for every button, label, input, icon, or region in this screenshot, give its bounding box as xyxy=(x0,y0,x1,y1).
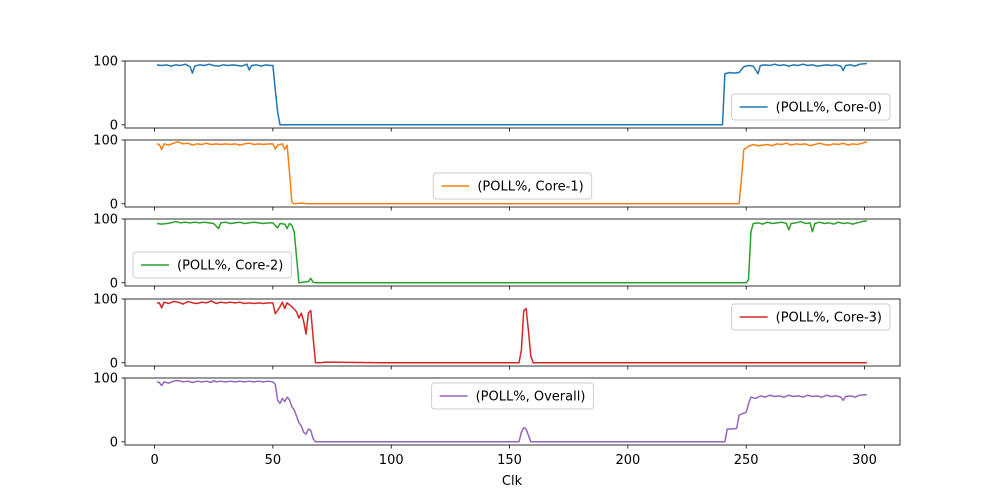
y-tick-label: 0 xyxy=(110,356,118,371)
legend-label: (POLL%, Core-3) xyxy=(776,311,882,326)
subplot-2: 0 100 (POLL%, Core-2) xyxy=(93,213,901,291)
legend-1: (POLL%, Core-1) xyxy=(432,172,593,200)
legend-label: (POLL%, Core-0) xyxy=(776,101,882,116)
x-tick-label: 50 xyxy=(265,453,282,468)
x-tick-label: 200 xyxy=(615,453,640,468)
axes-frame xyxy=(124,377,901,446)
y-tick-label: 0 xyxy=(110,435,118,450)
legend-label: (POLL%, Core-1) xyxy=(477,180,583,195)
subplot-3: 0 100 (POLL%, Core-3) xyxy=(93,293,901,371)
y-tick-label: 100 xyxy=(93,293,118,308)
legend-2: (POLL%, Core-2) xyxy=(132,251,292,279)
x-tick-label: 300 xyxy=(852,453,877,468)
legend-4: (POLL%, Overall) xyxy=(431,382,594,410)
legend-0: (POLL%, Core-0) xyxy=(731,93,891,121)
legend-box xyxy=(432,172,593,200)
axes-frame xyxy=(124,218,901,287)
legend-3: (POLL%, Core-3) xyxy=(731,303,891,331)
legend-box xyxy=(431,382,594,410)
legend-box xyxy=(731,303,891,331)
series-line-4 xyxy=(156,379,867,443)
y-tick-label: 0 xyxy=(110,276,118,291)
y-tick-label: 100 xyxy=(93,213,118,228)
subplot-0: 0 100 (POLL%, Core-0) xyxy=(93,55,901,133)
series-line-0 xyxy=(156,62,867,126)
subplot-4: 0 100 (POLL%, Overall) xyxy=(93,372,901,450)
axes-frame xyxy=(124,139,901,208)
legend-box xyxy=(731,93,891,121)
x-axis-ticks: 0 50 100 150 200 250 300 xyxy=(150,453,876,468)
subplot-1: 0 100 (POLL%, Core-1) xyxy=(93,134,901,212)
x-tick-label: 150 xyxy=(497,453,522,468)
x-tick-label: 100 xyxy=(379,453,404,468)
legend-label: (POLL%, Core-2) xyxy=(177,259,283,274)
y-tick-label: 0 xyxy=(110,197,118,212)
axes-frame xyxy=(124,60,901,129)
y-tick-label: 100 xyxy=(93,134,118,149)
series-line-3 xyxy=(156,300,867,364)
series-line-2 xyxy=(156,220,867,284)
legend-box xyxy=(132,251,292,279)
x-axis-label: Clk xyxy=(502,474,523,489)
y-tick-label: 100 xyxy=(93,372,118,387)
legend-label: (POLL%, Overall) xyxy=(476,390,586,405)
x-tick-label: 0 xyxy=(150,453,158,468)
series-line-1 xyxy=(156,141,868,205)
axes-frame xyxy=(124,298,901,367)
y-tick-label: 0 xyxy=(110,118,118,133)
x-tick-label: 250 xyxy=(734,453,759,468)
y-tick-label: 100 xyxy=(93,55,118,70)
